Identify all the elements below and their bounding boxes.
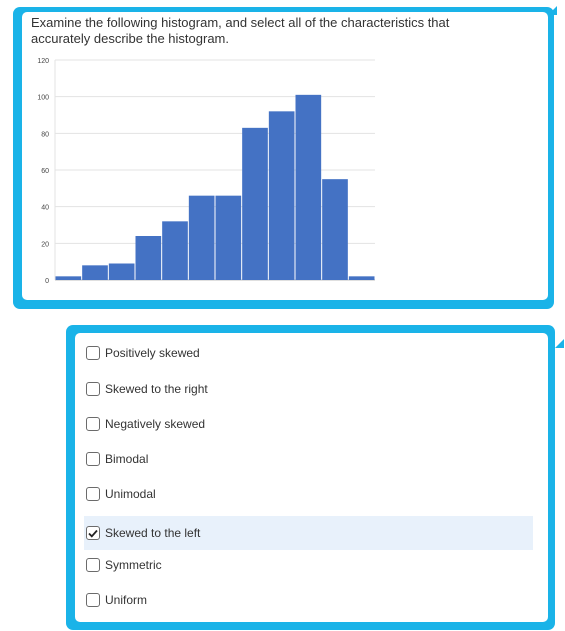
y-tick-label: 0	[45, 278, 49, 285]
option-label: Unimodal	[105, 487, 156, 501]
option-unimodal[interactable]: Unimodal	[84, 477, 533, 511]
option-negatively-skewed[interactable]: Negatively skewed	[84, 407, 533, 441]
y-tick-label: 40	[41, 205, 49, 212]
y-tick-label: 80	[41, 131, 49, 138]
checkmark-icon	[88, 529, 98, 538]
checkbox[interactable]	[86, 487, 100, 501]
option-bimodal[interactable]: Bimodal	[84, 442, 533, 476]
histogram-bar	[348, 276, 375, 280]
question-corner-marker	[548, 6, 557, 15]
checkbox[interactable]	[86, 558, 100, 572]
option-label: Skewed to the left	[105, 526, 201, 540]
option-symmetric[interactable]: Symmetric	[84, 548, 533, 582]
y-tick-label: 100	[37, 95, 49, 102]
y-tick-label: 20	[41, 241, 49, 248]
y-tick-label: 60	[41, 168, 49, 175]
histogram-bar	[215, 195, 242, 280]
histogram-bar	[82, 265, 108, 280]
option-label: Symmetric	[105, 558, 162, 572]
histogram-bar	[108, 263, 135, 280]
checkbox[interactable]	[86, 593, 100, 607]
histogram-bar	[135, 236, 162, 280]
histogram-chart: 0 20 40 60 80 100 120	[37, 58, 375, 285]
histogram-bar	[188, 195, 215, 280]
option-label: Uniform	[105, 593, 148, 607]
option-label: Bimodal	[105, 452, 149, 466]
answer-corner-marker	[555, 339, 564, 348]
option-label: Positively skewed	[105, 346, 200, 360]
histogram-bar	[322, 179, 348, 280]
option-skewed-to-the-left[interactable]: Skewed to the left	[84, 516, 533, 550]
answer-panel	[75, 333, 548, 622]
option-uniform[interactable]: Uniform	[84, 583, 533, 617]
y-tick-label: 120	[37, 58, 49, 65]
histogram-bar	[295, 94, 322, 280]
question-text: Examine the following histogram, and sel…	[31, 15, 450, 46]
option-label: Negatively skewed	[105, 417, 206, 431]
checkbox[interactable]	[86, 382, 100, 396]
histogram-bar	[268, 111, 295, 280]
option-skewed-to-the-right[interactable]: Skewed to the right	[84, 372, 533, 406]
histogram-bar	[242, 127, 268, 280]
option-label: Skewed to the right	[105, 382, 208, 396]
histogram-bar	[162, 221, 188, 280]
checkbox[interactable]	[86, 346, 100, 360]
checkbox[interactable]	[86, 417, 100, 431]
histogram-bar	[55, 276, 82, 280]
checkbox[interactable]	[86, 452, 100, 466]
option-positively-skewed[interactable]: Positively skewed	[84, 336, 533, 370]
checkbox-checked[interactable]	[86, 526, 100, 540]
